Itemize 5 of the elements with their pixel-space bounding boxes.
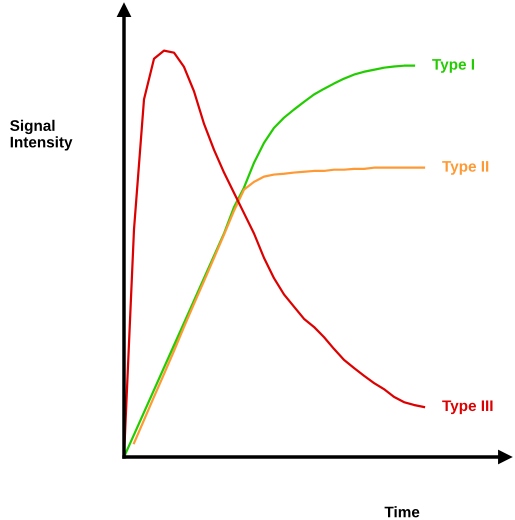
y-axis-title: Signal Intensity bbox=[10, 120, 72, 151]
x-axis-title: Time bbox=[384, 506, 420, 518]
series-label: Type I bbox=[432, 59, 474, 73]
series-label: Type III bbox=[442, 400, 492, 414]
series-label: Type II bbox=[442, 161, 488, 175]
